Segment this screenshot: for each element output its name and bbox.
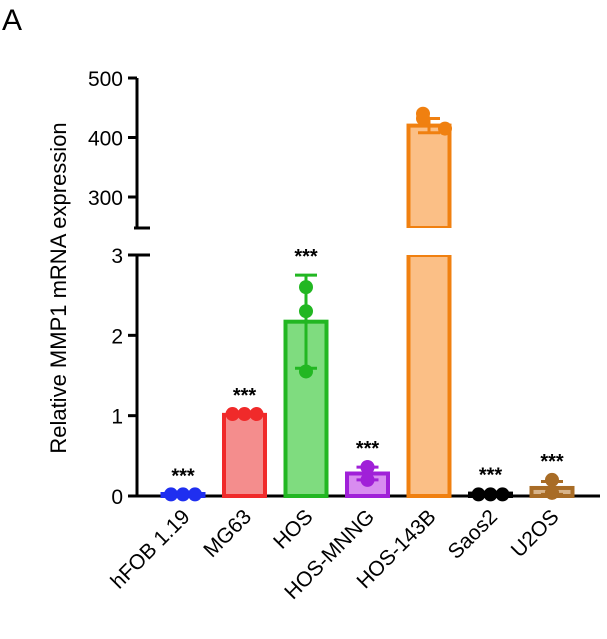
x-tick-label: hFOB 1.19 <box>106 505 194 593</box>
panel-label: A <box>2 4 22 37</box>
x-tick-label: U2OS <box>507 505 564 562</box>
significance-label: *** <box>294 246 318 268</box>
y-tick-label: 500 <box>88 68 123 91</box>
data-point <box>416 111 430 126</box>
data-point <box>188 487 202 502</box>
axes: 0 1 2 3 300 400 500 <box>88 68 600 509</box>
data-point <box>545 472 559 487</box>
data-point <box>249 407 264 422</box>
data-point <box>360 460 375 475</box>
data-point <box>471 487 486 502</box>
data-point <box>225 407 240 422</box>
bar <box>222 412 267 499</box>
data-point <box>438 121 452 136</box>
data-point <box>545 485 559 500</box>
significance-labels: *** *** *** *** *** *** <box>171 246 564 487</box>
y-tick-label: 300 <box>88 187 123 210</box>
significance-label: *** <box>356 438 380 460</box>
bar-upper-segment <box>406 123 452 230</box>
data-point <box>176 487 190 502</box>
bar-break-gap <box>404 228 454 255</box>
x-tick-label: Saos2 <box>444 505 502 563</box>
y-axis-title: Relative MMP1 mRNA expression <box>46 122 71 453</box>
significance-label: *** <box>171 465 195 487</box>
y-tick-label: 2 <box>111 325 123 348</box>
data-point <box>164 487 178 502</box>
significance-label: *** <box>540 451 564 473</box>
data-point <box>299 280 313 295</box>
x-tick-label: HOS <box>269 505 317 553</box>
data-point <box>483 487 498 502</box>
significance-label: *** <box>479 465 503 487</box>
bar-lower-segment <box>406 253 452 498</box>
y-tick-label: 0 <box>111 486 123 509</box>
y-tick-label: 400 <box>88 128 123 151</box>
x-tick-label: MG63 <box>199 505 256 562</box>
data-points <box>164 106 559 502</box>
y-tick-label: 3 <box>111 245 123 268</box>
data-point <box>237 407 252 422</box>
data-point <box>495 487 510 502</box>
data-point <box>299 364 313 379</box>
significance-label: *** <box>233 385 257 407</box>
data-point <box>360 472 375 487</box>
y-tick-label: 1 <box>111 406 123 429</box>
data-point <box>299 304 313 319</box>
